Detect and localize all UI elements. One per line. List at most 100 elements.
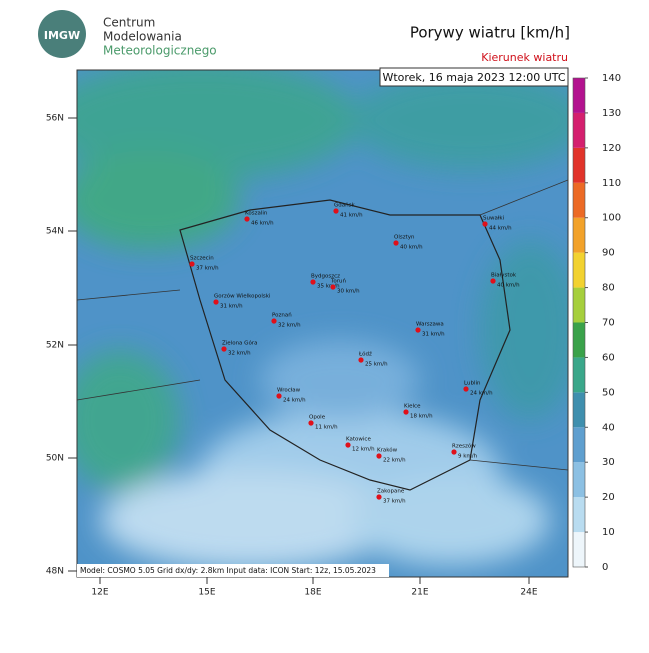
colorbar-label: 100 — [602, 213, 621, 224]
footer-box — [77, 564, 389, 577]
city-marker — [376, 494, 382, 500]
city-gust: 9 km/h — [458, 454, 478, 460]
city-gust: 30 km/h — [337, 289, 360, 295]
colorbar-label: 80 — [602, 283, 615, 294]
city-marker — [308, 420, 314, 426]
lon-label: 24E — [520, 588, 537, 598]
colorbar-label: 0 — [602, 562, 608, 573]
city-gust: 40 km/h — [497, 283, 520, 289]
city-name: Kielce — [404, 404, 421, 410]
city-marker — [463, 386, 469, 392]
subtitle: Kierunek wiatru — [481, 51, 568, 64]
city-marker — [221, 346, 227, 352]
colorbar-segment — [573, 392, 585, 428]
city-gust: 37 km/h — [383, 499, 406, 505]
colorbar-segment — [573, 427, 585, 463]
city-marker — [393, 240, 399, 246]
city-gust: 40 km/h — [400, 245, 423, 251]
colorbar-label: 40 — [602, 422, 615, 433]
city-name: Katowice — [346, 437, 371, 443]
lon-label: 18E — [304, 588, 321, 598]
city-marker — [451, 449, 457, 455]
city-marker — [271, 318, 277, 324]
city-gust: 22 km/h — [383, 458, 406, 464]
city-marker — [189, 261, 195, 267]
colorbar-segment — [573, 462, 585, 498]
city-name: Kraków — [377, 447, 398, 454]
city-marker — [490, 278, 496, 284]
colorbar-label: 60 — [602, 352, 615, 363]
colorbar-segment — [573, 532, 585, 567]
colorbar-segment — [573, 112, 585, 148]
city-gust: 24 km/h — [283, 398, 306, 404]
colorbar-label: 70 — [602, 318, 615, 329]
city-name: Warszawa — [416, 322, 444, 328]
institution-line: Modelowania — [103, 30, 182, 44]
colorbar-segment — [573, 322, 585, 358]
lat-label: 48N — [46, 567, 64, 577]
city-name: Opole — [309, 415, 326, 421]
logo-circle — [38, 10, 86, 58]
footer: Model: COSMO 5.05 Grid dx/dy: 2.8km Inpu… — [80, 566, 376, 575]
date: Wtorek, 16 maja 2023 12:00 UTC — [382, 71, 565, 84]
city-name: Suwałki — [483, 216, 505, 222]
colorbar-segment — [573, 78, 585, 113]
city-name: Rzeszów — [452, 443, 476, 450]
city-name: Lublin — [464, 381, 481, 387]
title: Porywy wiatru [km/h] — [410, 24, 570, 42]
city-name: Wrocław — [277, 388, 301, 394]
dynamic-layer: 56N 54N 52N 50N 48N 12E 15E 18E 21E 24E Gdańsk 41 k… — [46, 73, 621, 598]
colorbar-label: 110 — [602, 178, 621, 189]
city-marker — [403, 409, 409, 415]
colorbar-label: 130 — [602, 108, 621, 119]
lon-label: 12E — [91, 588, 108, 598]
city-gust: 32 km/h — [228, 351, 251, 357]
city-name: Toruń — [330, 278, 347, 285]
city-gust: 41 km/h — [340, 213, 363, 219]
city-marker — [276, 393, 282, 399]
lat-label: 56N — [46, 114, 64, 124]
colorbar-label: 10 — [602, 527, 615, 538]
city-name: Olsztyn — [394, 235, 415, 241]
city-gust: 44 km/h — [489, 226, 512, 232]
city-marker — [213, 299, 219, 305]
lon-label: 15E — [198, 588, 215, 598]
city-marker — [310, 279, 316, 285]
city-name: Gorzów Wielkopolski — [214, 293, 271, 300]
colorbar-label: 30 — [602, 457, 615, 468]
lon-label: 21E — [411, 588, 428, 598]
colorbar-segment — [573, 497, 585, 533]
city-name: Bydgoszcz — [311, 274, 340, 280]
colorbar-label: 50 — [602, 387, 615, 398]
city-marker — [330, 284, 336, 290]
colorbar-label: 90 — [602, 248, 615, 259]
city-gust: 35 km/h — [317, 284, 340, 290]
city-name: Koszalin — [245, 211, 268, 217]
city-marker — [358, 357, 364, 363]
lat-label: 54N — [46, 227, 64, 237]
city-gust: 18 km/h — [410, 414, 433, 420]
city-gust: 31 km/h — [422, 332, 445, 338]
city-name: Gdańsk — [334, 202, 355, 209]
colorbar-label: 20 — [602, 492, 615, 503]
city-gust: 37 km/h — [196, 266, 219, 272]
colorbar-segment — [573, 357, 585, 393]
map-field — [77, 70, 568, 577]
city-marker — [333, 208, 339, 214]
colorbar-label: 120 — [602, 143, 621, 154]
city-name: Białystok — [491, 273, 517, 279]
city-gust: 25 km/h — [365, 362, 388, 368]
city-gust: 12 km/h — [352, 447, 375, 453]
date-box — [379, 67, 569, 87]
city-name: Szczecin — [190, 256, 214, 262]
city-gust: 31 km/h — [220, 304, 243, 310]
colorbar-segment — [573, 252, 585, 288]
colorbar-segment — [573, 287, 585, 323]
colorbar-segment — [573, 217, 585, 253]
city-name: Zielona Góra — [222, 340, 257, 347]
city-marker — [345, 442, 351, 448]
colorbar-segment — [573, 182, 585, 218]
city-gust: 24 km/h — [470, 391, 493, 397]
lat-label: 52N — [46, 341, 64, 351]
